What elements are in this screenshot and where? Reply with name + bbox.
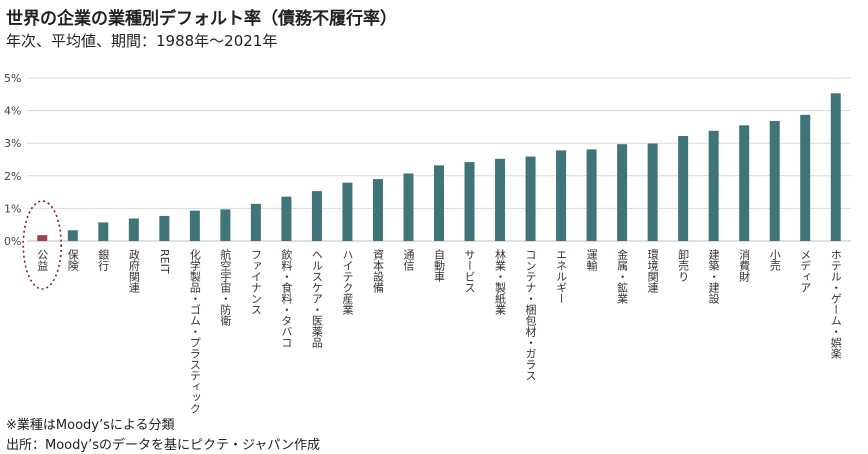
bar	[525, 156, 536, 241]
x-tick-label: ファイナンス	[249, 249, 262, 315]
x-tick-label: ホテル・ゲーム・娯楽	[829, 249, 842, 360]
x-tick-label: 保険	[66, 248, 79, 272]
x-tick-label: 小売	[768, 249, 781, 272]
x-tick-label: 航空宇宙・防衛	[219, 248, 232, 327]
footnote-classification: ※業種はMoody’sによる分類	[6, 418, 175, 433]
y-tick-label: 4%	[4, 105, 21, 118]
bar	[464, 162, 475, 241]
bar	[342, 182, 353, 241]
bar	[617, 144, 628, 241]
bar	[311, 191, 322, 241]
x-tick-label: 通信	[402, 249, 415, 272]
x-tick-label: 林業・製紙業	[494, 248, 507, 315]
bar	[434, 165, 444, 241]
x-tick-label: 化学製品・ゴム・プラスティック	[188, 248, 201, 414]
bar	[37, 235, 48, 241]
bar	[159, 215, 170, 241]
x-tick-label: メディア	[799, 249, 812, 293]
y-tick-label: 1%	[4, 202, 21, 215]
highlight-circle	[22, 200, 63, 290]
x-tick-label: 公益	[36, 249, 49, 271]
x-tick-label: サービス	[463, 249, 476, 293]
x-tick-label: ハイテク産業	[341, 249, 354, 315]
y-tick-label: 0%	[4, 235, 21, 248]
bar	[769, 121, 780, 241]
x-tick-label: エネルギー	[555, 249, 568, 304]
y-tick-label: 3%	[4, 137, 21, 150]
bar	[128, 218, 139, 241]
x-tick-label: 金属・鉱業	[616, 248, 629, 304]
x-tick-label: 環境関連	[646, 249, 659, 293]
y-tick-label: 2%	[4, 170, 21, 183]
bar	[98, 222, 109, 241]
x-tick-label: 自動車	[433, 249, 446, 283]
bar	[556, 150, 567, 241]
chart-title: 世界の企業の業種別デフォルト率（債務不履行率）	[6, 9, 397, 29]
bar	[800, 114, 811, 241]
x-tick-label: コンテナ・梱包材・ガラス	[524, 249, 537, 381]
bar	[678, 136, 689, 241]
bar	[586, 149, 597, 241]
bar	[403, 173, 414, 241]
x-tick-label: 飲料・食料・タバコ	[280, 248, 293, 348]
bar	[647, 143, 658, 241]
x-tick-label: 銀行	[97, 248, 110, 272]
y-tick-label: 5%	[4, 72, 21, 85]
bar	[372, 179, 383, 241]
x-tick-label: 政府関連	[127, 248, 140, 293]
chart-subtitle: 年次、平均値、期間：1988年～2021年	[6, 32, 278, 50]
bar	[220, 209, 231, 241]
bar	[250, 203, 261, 241]
x-tick-label: ヘルスケア・医薬品	[310, 249, 323, 348]
bar	[495, 158, 506, 241]
bar	[189, 210, 200, 241]
bar	[281, 196, 292, 241]
bar	[67, 230, 78, 241]
bar	[708, 130, 719, 241]
bar	[739, 125, 750, 241]
x-tick-label: 運輸	[585, 249, 598, 272]
x-tick-label: 消費財	[738, 248, 751, 282]
bar	[830, 93, 841, 242]
x-tick-label: REIT	[158, 249, 171, 274]
x-tick-label: 卸売り	[677, 248, 690, 282]
x-tick-label: 建築・建設	[707, 248, 720, 304]
footnote-source: 出所：Moody’sのデータを基にピクテ・ジャパン作成	[6, 438, 320, 453]
x-tick-label: 資本設備	[371, 249, 384, 294]
